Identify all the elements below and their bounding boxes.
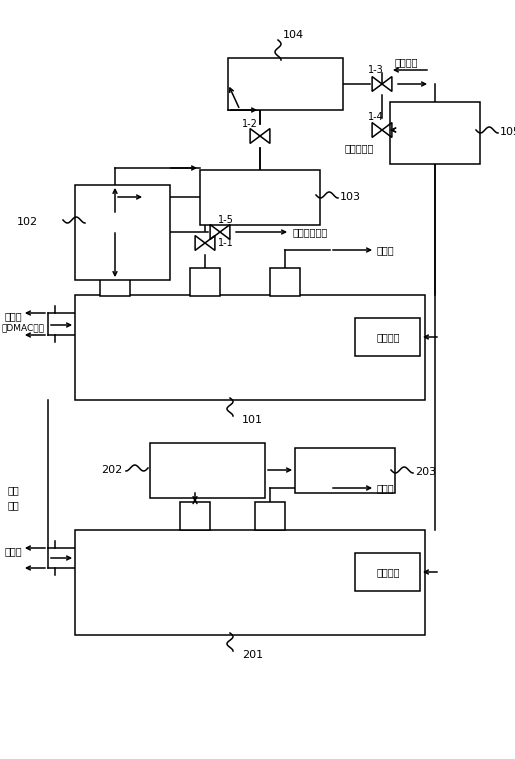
Text: 真空: 真空 xyxy=(8,485,20,495)
Text: 抽料: 抽料 xyxy=(8,500,20,510)
Text: 1-4: 1-4 xyxy=(368,112,384,122)
Text: 1-5: 1-5 xyxy=(218,215,234,225)
Bar xyxy=(75,530,425,635)
Bar xyxy=(255,502,285,530)
Text: 回收第三组分: 回收第三组分 xyxy=(293,227,328,237)
Text: 102: 102 xyxy=(17,217,38,227)
Bar xyxy=(190,268,220,296)
Text: 1-2: 1-2 xyxy=(242,119,258,129)
Bar xyxy=(200,170,320,225)
Text: 203: 203 xyxy=(415,467,436,477)
Text: 含DMAC废水: 含DMAC废水 xyxy=(2,323,45,332)
Text: 排底料: 排底料 xyxy=(5,546,23,556)
Bar xyxy=(75,185,170,280)
Text: 工业蒸汽: 工业蒸汽 xyxy=(376,332,400,342)
Text: 202: 202 xyxy=(101,465,122,475)
Text: 排底料: 排底料 xyxy=(5,311,23,321)
Bar xyxy=(150,443,265,498)
Text: 抽真空: 抽真空 xyxy=(377,245,394,255)
Bar xyxy=(270,268,300,296)
Text: 不合格回收: 不合格回收 xyxy=(345,143,374,153)
Text: 1-1: 1-1 xyxy=(218,238,234,248)
Text: 抽真空: 抽真空 xyxy=(377,483,394,493)
Bar xyxy=(355,553,420,591)
Bar xyxy=(390,102,480,164)
Bar xyxy=(100,268,130,296)
Text: 合格外排: 合格外排 xyxy=(395,57,419,67)
Bar xyxy=(75,295,425,400)
Text: 1-3: 1-3 xyxy=(368,65,384,75)
Bar xyxy=(180,502,210,530)
Text: 201: 201 xyxy=(242,650,263,660)
Bar xyxy=(295,448,395,493)
Text: 105: 105 xyxy=(500,127,515,137)
Text: 101: 101 xyxy=(242,415,263,425)
Text: 104: 104 xyxy=(283,30,304,40)
Bar xyxy=(228,58,343,110)
Text: 工业蒸汽: 工业蒸汽 xyxy=(376,567,400,577)
Text: 103: 103 xyxy=(340,192,361,202)
Bar xyxy=(355,318,420,356)
